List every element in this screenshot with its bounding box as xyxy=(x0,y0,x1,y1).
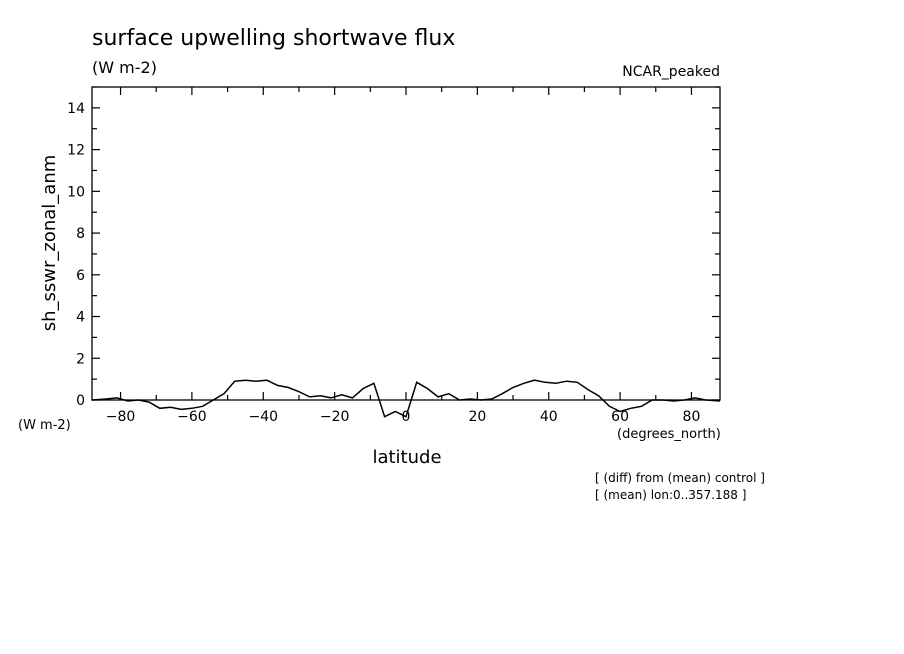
y-tick-label: 6 xyxy=(76,268,85,284)
y-axis-label: sh_sswr_zonal_anm xyxy=(39,155,60,332)
chart-title: surface upwelling shortwave flux xyxy=(92,26,455,51)
x-tick-label: −60 xyxy=(177,409,207,425)
model-label: NCAR_peaked xyxy=(622,64,720,80)
x-tick-label: 80 xyxy=(683,409,701,425)
x-axis-label: latitude xyxy=(372,447,441,468)
x-tick-label: −80 xyxy=(106,409,136,425)
tick-marks xyxy=(92,86,720,401)
y-tick-labels: 0 2 4 6 8 10 12 14 xyxy=(67,101,85,409)
y-units-label: (W m-2) xyxy=(18,418,71,433)
x-tick-label: 60 xyxy=(611,409,629,425)
y-tick-label: 2 xyxy=(76,351,85,367)
y-tick-label: 0 xyxy=(76,393,85,409)
x-tick-label: −40 xyxy=(248,409,278,425)
y-tick-label: 14 xyxy=(67,101,85,117)
plot-frame xyxy=(91,86,721,401)
y-tick-label: 12 xyxy=(67,143,85,159)
x-units-label: (degrees_north) xyxy=(617,427,721,442)
x-tick-label: −20 xyxy=(320,409,350,425)
note-diff: [ (diff) from (mean) control ] xyxy=(595,471,765,485)
x-tick-label: 20 xyxy=(468,409,486,425)
y-tick-label: 10 xyxy=(67,184,85,200)
x-tick-labels: −80 −60 −40 −20 0 20 40 60 80 xyxy=(106,409,701,425)
units-label: (W m-2) xyxy=(92,58,157,77)
x-tick-label: 40 xyxy=(540,409,558,425)
note-mean: [ (mean) lon:0..357.188 ] xyxy=(595,488,746,502)
y-tick-label: 8 xyxy=(76,226,85,242)
series-line xyxy=(91,379,721,418)
y-tick-label: 4 xyxy=(76,310,85,326)
